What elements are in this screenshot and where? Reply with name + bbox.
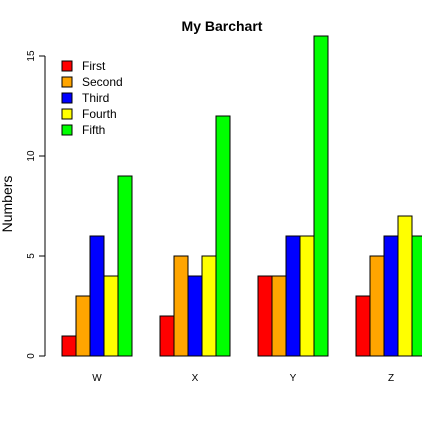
bar-w-third [89, 235, 105, 357]
x-tick-label-z: Z [388, 373, 394, 384]
legend-swatch-second [61, 76, 73, 88]
x-tick-label-x: X [192, 373, 199, 384]
bar-x-third [187, 275, 203, 357]
bar-y-first [257, 275, 273, 357]
y-tick-label: 5 [26, 253, 37, 259]
bar-z-second [369, 255, 385, 357]
bar-w-fourth [103, 275, 119, 357]
bar-y-fourth [299, 235, 315, 357]
y-tick-label: 10 [26, 150, 37, 162]
legend-label-fifth: Fifth [82, 123, 105, 137]
bar-y-fifth [313, 35, 329, 357]
legend-swatch-fourth [61, 108, 73, 120]
legend-swatch-fifth [61, 124, 73, 136]
bar-y-third [285, 235, 301, 357]
x-tick-label-y: Y [290, 373, 297, 384]
legend-swatch-third [61, 92, 73, 104]
bar-w-fifth [117, 175, 133, 357]
bar-z-fifth [411, 235, 422, 357]
bar-w-first [61, 335, 77, 357]
legend-label-second: Second [82, 75, 123, 89]
legend-label-first: First [82, 59, 106, 73]
y-tick-label: 0 [26, 353, 37, 359]
legend-swatch-first [61, 60, 73, 72]
x-tick-label-w: W [92, 373, 102, 384]
bar-x-fifth [215, 115, 231, 357]
legend-label-third: Third [82, 91, 109, 105]
y-axis: 0 5 10 15 [26, 50, 46, 359]
bar-x-second [173, 255, 189, 357]
bars-group [61, 35, 422, 357]
bar-x-fourth [201, 255, 217, 357]
legend: First Second Third Fourth Fifth [61, 59, 123, 137]
bar-y-second [271, 275, 287, 357]
x-axis-labels: W X Y Z [92, 373, 394, 384]
bar-z-third [383, 235, 399, 357]
legend-label-fourth: Fourth [82, 107, 117, 121]
bar-z-first [355, 295, 371, 357]
bar-w-second [75, 295, 91, 357]
y-tick-label: 15 [26, 50, 37, 62]
y-axis-label: Numbers [0, 176, 15, 233]
bar-z-fourth [397, 215, 413, 357]
bar-x-first [159, 315, 175, 357]
chart-title: My Barchart [182, 18, 263, 34]
